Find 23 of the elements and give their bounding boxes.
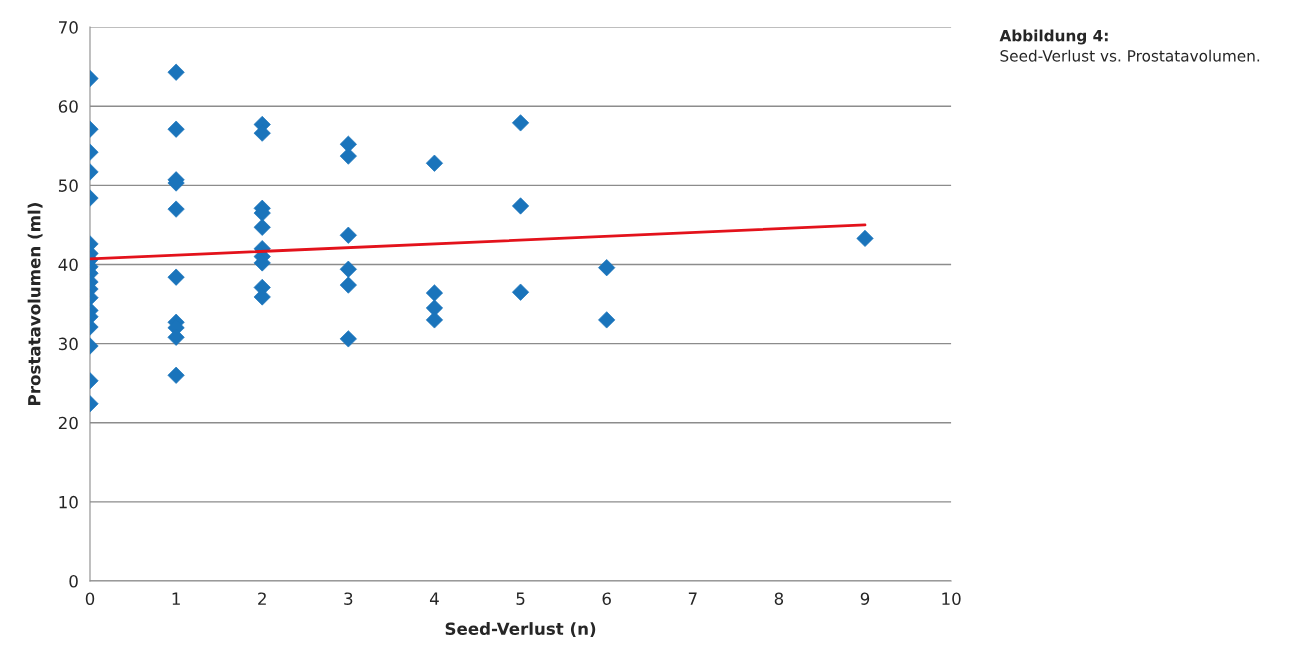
y-tick-label: 50 — [58, 179, 78, 192]
x-tick-label: 0 — [85, 592, 95, 605]
x-axis-title: Seed-Verlust (n) — [445, 622, 596, 637]
text: Abbildung 4: — [999, 29, 1108, 45]
y-tick-label: 70 — [59, 21, 78, 34]
y-tick-label: 20 — [58, 416, 78, 430]
y-axis-title: Prostatavolumen (ml) — [27, 203, 43, 405]
x-tick-label: 9 — [860, 592, 870, 605]
x-tick-label: 6 — [602, 592, 611, 605]
x-tick-label: 5 — [516, 592, 525, 605]
y-tick-label: 10 — [59, 495, 78, 509]
x-tick-label: 8 — [774, 592, 784, 605]
x-tick-label: 7 — [688, 592, 697, 605]
text: Seed-Verlust vs. Prostatavolumen. — [1000, 49, 1260, 62]
y-tick-label: 60 — [58, 100, 78, 113]
x-tick-label: 10 — [942, 592, 961, 605]
y-tick-label: 0 — [69, 574, 78, 588]
y-tick-label: 30 — [58, 337, 78, 351]
x-tick-label: 3 — [344, 592, 353, 605]
x-tick-label: 1 — [172, 592, 180, 605]
y-tick-label: 40 — [58, 258, 78, 272]
x-tick-label: 4 — [429, 592, 439, 605]
x-tick-label: 2 — [258, 592, 266, 605]
